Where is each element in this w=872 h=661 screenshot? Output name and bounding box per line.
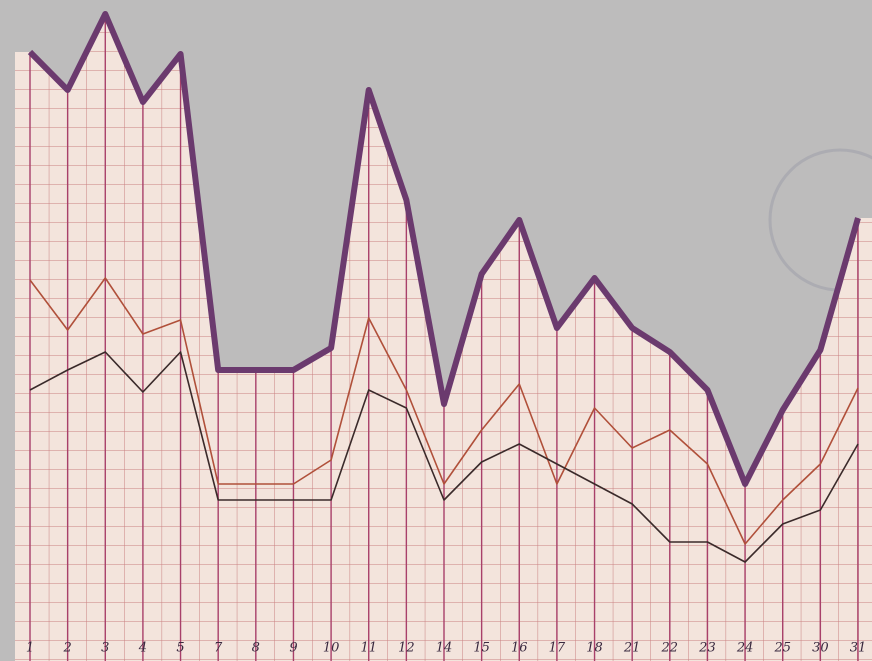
line-series — [29, 351, 859, 563]
line-series — [29, 277, 859, 545]
x-tick-label: 17 — [549, 641, 566, 656]
x-tick-label: 11 — [360, 641, 377, 656]
x-tick-label: 4 — [138, 641, 147, 656]
x-tick-label: 16 — [511, 641, 528, 656]
x-tick-label: 10 — [323, 641, 340, 656]
x-tick-label: 15 — [473, 641, 490, 656]
x-tick-label: 25 — [773, 641, 791, 656]
x-tick-label: 14 — [436, 641, 453, 656]
x-tick-label: 24 — [736, 641, 754, 656]
x-tick-label: 9 — [289, 641, 297, 656]
x-tick-label: 7 — [214, 641, 223, 656]
x-tick-label: 8 — [252, 641, 260, 656]
x-tick-label: 21 — [623, 641, 641, 656]
x-tick-label: 30 — [812, 641, 829, 656]
x-tick-label: 2 — [62, 641, 71, 656]
x-tick-label: 22 — [661, 641, 679, 656]
x-tick-label: 1 — [26, 641, 34, 656]
x-tick-label: 31 — [850, 641, 867, 656]
x-tick-label: 3 — [101, 641, 109, 656]
x-tick-label: 5 — [176, 641, 184, 656]
x-tick-label: 23 — [698, 641, 716, 656]
line-series — [27, 11, 861, 487]
x-tick-label: 12 — [398, 641, 415, 656]
x-tick-label: 18 — [586, 641, 603, 656]
